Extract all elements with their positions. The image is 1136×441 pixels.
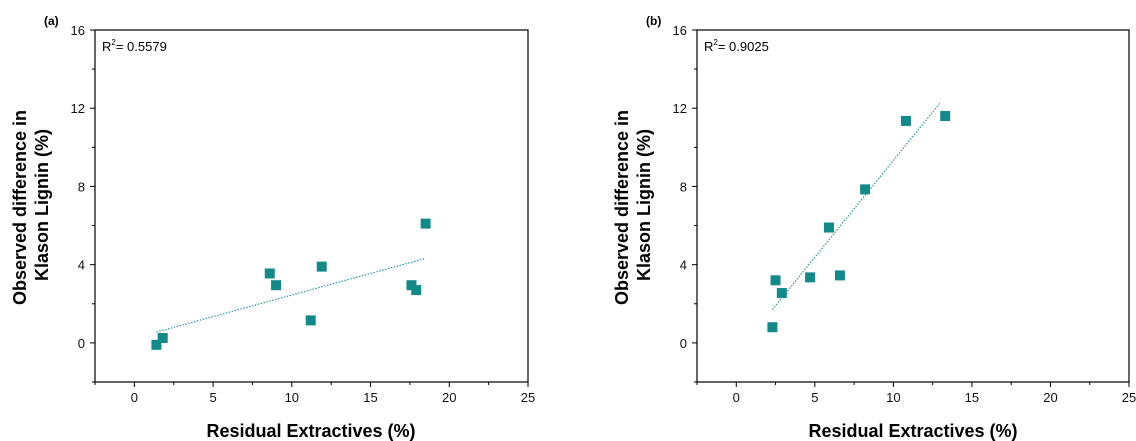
panel-b-x-tick-label: 15 <box>965 390 979 405</box>
panel-a-y-tick-label: 8 <box>78 179 85 194</box>
panel-b-x-tick-label: 20 <box>1043 390 1057 405</box>
panel-a-r2-annotation: R2= 0.5579 <box>102 38 167 54</box>
panel-b-x-tick-label: 25 <box>1122 390 1136 405</box>
panel-a-data-point <box>264 268 275 279</box>
panel-a-fit-line <box>156 258 425 333</box>
panel-b-y-axis-title-line1: Observed difference in <box>612 110 632 305</box>
panel-a-y-tick-label: 0 <box>78 336 85 351</box>
panel-a-x-tick-label: 0 <box>131 390 138 405</box>
panel-b-data-point <box>900 115 911 126</box>
panel-b-y-axis-title-line2: Klason Lignin (%) <box>634 129 654 281</box>
panel-a-x-tick-label: 10 <box>285 390 299 405</box>
panel-b-x-tick-label: 5 <box>811 390 818 405</box>
panel-b-data-point <box>823 222 834 233</box>
panel-b-data-point <box>776 288 787 299</box>
panel-a: (a) R2= 0.5579 0 5 10 15 20 25 0 4 8 12 16 Residua… <box>10 14 535 441</box>
panel-b-x-axis-title: Residual Extractives (%) <box>808 421 1017 441</box>
panel-a-y-axis-title: Observed difference in Klason Lignin (%) <box>10 105 52 305</box>
panel-a-x-tick-label: 15 <box>363 390 377 405</box>
panel-a-label: (a) <box>44 14 59 28</box>
panel-a-x-tick-label: 20 <box>442 390 456 405</box>
panel-b-plot-frame <box>696 29 1130 383</box>
panel-a-y-axis-title-line1: Observed difference in <box>10 110 30 305</box>
panel-a-data-point <box>157 333 168 343</box>
panel-b-data-point <box>767 322 778 333</box>
panel-a-data-point <box>420 218 431 229</box>
panel-b-fit-group <box>771 102 941 310</box>
panel-a-y-axis-title-line2: Klason Lignin (%) <box>32 129 52 281</box>
panel-b-y-tick-label: 16 <box>673 23 687 38</box>
panel-b-data-point <box>834 270 845 281</box>
panel-a-data-point <box>151 339 162 350</box>
panel-b: (b) R2= 0.9025 0 5 10 15 20 25 0 4 8 12 16 Residua… <box>612 14 1136 441</box>
panel-b-y-axis-title: Observed difference in Klason Lignin (%) <box>612 105 654 305</box>
panel-b-y-tick-label: 4 <box>680 258 687 273</box>
panel-b-x-tick-label: 0 <box>733 390 740 405</box>
panel-b-points <box>767 111 951 333</box>
panel-b-data-point <box>860 184 871 195</box>
panel-a-x-tick-label: 25 <box>521 390 535 405</box>
panel-a-plot-frame <box>94 29 529 383</box>
panel-b-data-point <box>940 111 951 122</box>
panel-b-y-tick-label: 12 <box>673 101 687 116</box>
panel-a-y-tick-label: 12 <box>71 101 85 116</box>
panel-b-label: (b) <box>646 14 661 28</box>
panel-a-data-point <box>271 280 282 291</box>
panel-b-y-tick-label: 8 <box>680 179 687 194</box>
panel-b-data-point <box>770 275 781 286</box>
panel-a-data-point <box>316 261 327 272</box>
panel-a-y-tick-label: 16 <box>71 23 85 38</box>
panel-b-data-point <box>805 272 816 283</box>
panel-a-data-point <box>305 315 316 326</box>
panel-a-fit-group <box>156 258 425 333</box>
panel-a-y-tick-label: 4 <box>78 258 85 273</box>
panel-b-x-tick-label: 10 <box>886 390 900 405</box>
panel-a-x-tick-label: 5 <box>209 390 216 405</box>
panel-a-x-axis-title: Residual Extractives (%) <box>206 421 415 441</box>
panel-a-data-point <box>411 285 422 296</box>
panel-b-r2-annotation: R2= 0.9025 <box>704 38 769 54</box>
panel-b-fit-line <box>771 102 941 310</box>
panel-b-ticks: 0 5 10 15 20 25 0 4 8 12 16 <box>673 23 1136 405</box>
panel-a-points <box>151 218 431 350</box>
panel-a-ticks: 0 5 10 15 20 25 0 4 8 12 16 <box>71 23 536 405</box>
panel-b-y-tick-label: 0 <box>680 336 687 351</box>
